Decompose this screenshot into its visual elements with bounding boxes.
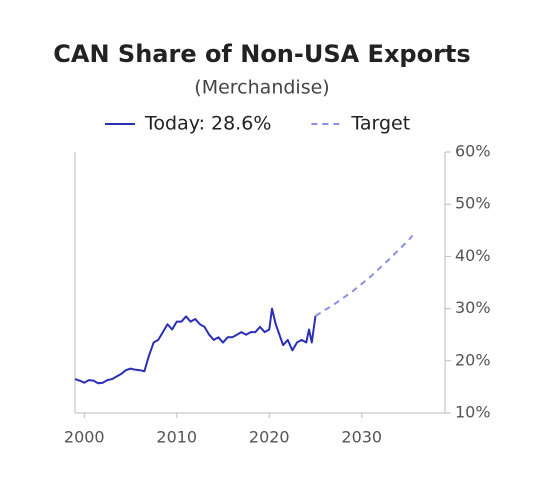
y-tick-label: 40%	[455, 246, 491, 265]
chart-title: CAN Share of Non-USA Exports	[53, 40, 470, 68]
x-tick-label: 2010	[156, 428, 197, 447]
series-line	[74, 307, 317, 385]
y-tick-label: 50%	[455, 194, 491, 213]
chart-subtitle: (Merchandise)	[194, 77, 329, 99]
y-tick-label: 20%	[455, 350, 491, 369]
y-tick-label: 30%	[455, 298, 491, 317]
x-tick-label: 2020	[249, 428, 290, 447]
legend-label: Target	[350, 113, 410, 135]
y-tick-label: 10%	[455, 403, 491, 422]
x-tick-label: 2000	[64, 428, 105, 447]
y-tick-label: 60%	[455, 142, 491, 161]
legend-label: Today: 28.6%	[144, 113, 271, 135]
x-tick-label: 2030	[341, 428, 382, 447]
series-line	[314, 234, 414, 317]
